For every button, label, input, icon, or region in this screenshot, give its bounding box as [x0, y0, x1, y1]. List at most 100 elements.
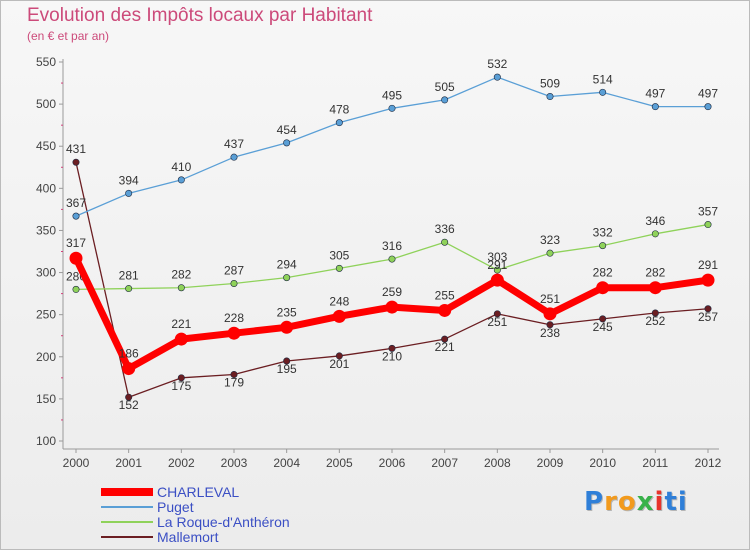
data-label-mallemort: 257 [698, 310, 718, 324]
proxiti-logo: Proxiti [584, 487, 688, 517]
logo-letter: o [617, 487, 637, 517]
data-point-la-roque-d-antheron [177, 284, 185, 292]
data-label-charleval: 255 [435, 288, 455, 302]
data-label-mallemort: 175 [171, 379, 191, 393]
data-point-charleval [174, 332, 188, 346]
data-point-charleval [280, 320, 294, 334]
y-tick-label: 200 [36, 350, 56, 364]
data-label-puget: 478 [329, 103, 349, 117]
data-label-puget: 509 [540, 77, 560, 91]
data-label-la-roque-d-antheron: 332 [593, 226, 613, 240]
data-label-charleval: 186 [119, 347, 139, 361]
data-label-la-roque-d-antheron: 346 [645, 214, 665, 228]
logo-letter: P [584, 487, 605, 517]
data-label-la-roque-d-antheron: 316 [382, 239, 402, 253]
data-point-puget [599, 88, 607, 96]
data-point-la-roque-d-antheron [546, 249, 554, 257]
data-point-puget [493, 73, 501, 81]
data-label-mallemort: 210 [382, 349, 402, 363]
chart-title: Evolution des Impôts locaux par Habitant [27, 5, 373, 26]
data-label-puget: 497 [645, 87, 665, 101]
data-point-puget [335, 119, 343, 127]
data-label-mallemort: 245 [593, 320, 613, 334]
x-tick-label: 2007 [431, 456, 458, 470]
data-label-charleval: 282 [593, 266, 613, 280]
data-label-puget: 532 [487, 57, 507, 71]
x-tick-label: 2003 [221, 456, 248, 470]
data-point-charleval [438, 303, 452, 317]
data-label-puget: 514 [593, 72, 613, 86]
x-tick-label: 2012 [695, 456, 722, 470]
data-label-mallemort: 238 [540, 326, 560, 340]
data-label-mallemort: 201 [329, 357, 349, 371]
x-tick-label: 2008 [484, 456, 511, 470]
y-tick-label: 400 [36, 181, 56, 195]
data-point-la-roque-d-antheron [651, 230, 659, 238]
data-label-charleval: 291 [487, 258, 507, 272]
data-point-mallemort [283, 357, 291, 365]
data-point-la-roque-d-antheron [72, 285, 80, 293]
legend-label: Puget [157, 499, 194, 515]
data-label-charleval: 221 [171, 317, 191, 331]
data-label-charleval: 317 [66, 236, 86, 250]
data-label-la-roque-d-antheron: 282 [171, 268, 191, 282]
data-point-mallemort [125, 393, 133, 401]
legend-swatch [101, 488, 153, 496]
x-tick-label: 2000 [63, 456, 90, 470]
data-point-charleval [332, 309, 346, 323]
legend-swatch [101, 521, 153, 523]
data-label-la-roque-d-antheron: 281 [119, 269, 139, 283]
data-label-puget: 410 [171, 160, 191, 174]
data-point-charleval [490, 273, 504, 287]
data-label-la-roque-d-antheron: 294 [277, 258, 297, 272]
data-label-puget: 495 [382, 88, 402, 102]
data-point-charleval [543, 307, 557, 321]
data-point-puget [441, 96, 449, 104]
data-point-mallemort [599, 315, 607, 323]
data-point-charleval [648, 281, 662, 295]
data-label-puget: 394 [119, 173, 139, 187]
data-point-charleval [596, 281, 610, 295]
data-point-la-roque-d-antheron [283, 274, 291, 282]
data-point-mallemort [388, 344, 396, 352]
data-point-charleval [701, 273, 715, 287]
data-label-charleval: 291 [698, 258, 718, 272]
data-label-puget: 367 [66, 196, 86, 210]
y-tick-label: 100 [36, 434, 56, 448]
data-point-puget [177, 176, 185, 184]
logo-letter: i [654, 487, 665, 517]
data-label-mallemort: 179 [224, 375, 244, 389]
data-point-la-roque-d-antheron [125, 285, 133, 293]
data-label-charleval: 282 [645, 266, 665, 280]
data-label-la-roque-d-antheron: 336 [435, 222, 455, 236]
data-point-charleval [385, 300, 399, 314]
data-label-charleval: 228 [224, 311, 244, 325]
logo-letter: t [664, 487, 678, 517]
data-label-mallemort: 195 [277, 362, 297, 376]
legend-swatch [101, 536, 153, 538]
logo-letter: i [677, 487, 688, 517]
data-label-puget: 437 [224, 137, 244, 151]
data-label-mallemort: 152 [119, 398, 139, 412]
data-label-mallemort: 252 [645, 314, 665, 328]
data-label-puget: 497 [698, 87, 718, 101]
data-point-la-roque-d-antheron [441, 238, 449, 246]
data-point-charleval [122, 362, 136, 376]
x-tick-label: 2005 [326, 456, 353, 470]
y-tick-label: 550 [36, 55, 56, 69]
data-point-puget [651, 103, 659, 111]
data-label-la-roque-d-antheron: 357 [698, 205, 718, 219]
data-point-mallemort [546, 321, 554, 329]
x-tick-label: 2001 [115, 456, 142, 470]
data-point-puget [230, 153, 238, 161]
y-tick-label: 300 [36, 266, 56, 280]
y-tick-label: 350 [36, 223, 56, 237]
data-point-la-roque-d-antheron [704, 221, 712, 229]
data-point-la-roque-d-antheron [335, 264, 343, 272]
x-tick-label: 2010 [589, 456, 616, 470]
data-point-la-roque-d-antheron [388, 255, 396, 263]
data-point-puget [283, 139, 291, 147]
data-label-la-roque-d-antheron: 323 [540, 233, 560, 247]
data-label-charleval: 248 [329, 294, 349, 308]
